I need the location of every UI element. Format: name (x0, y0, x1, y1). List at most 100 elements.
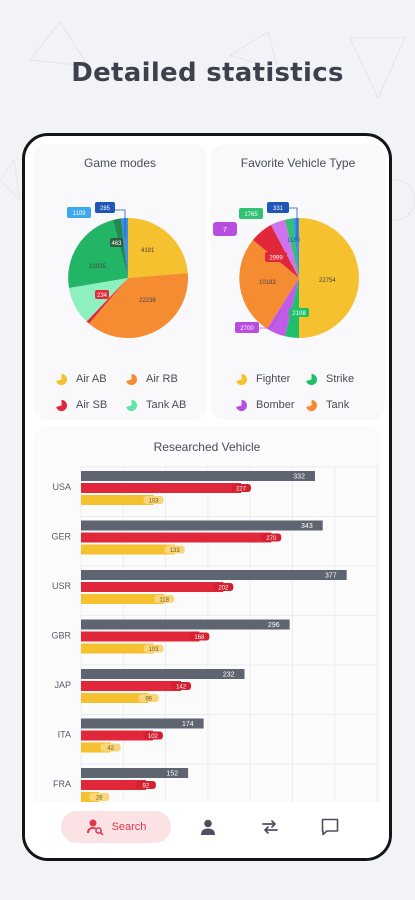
bar-value-badge (230, 484, 251, 492)
vehicle-type-pie-chart: 22754 10183 2999 1765 1180 331 2108 2700… (213, 202, 359, 338)
slice-label-heavy: 1180 (287, 238, 301, 244)
slice-label-2: 22238 (139, 298, 156, 304)
vehicle-type-title: Favorite Vehicle Type (240, 156, 356, 170)
pie-slice-fighter (299, 218, 359, 338)
category-label: GBR (51, 631, 71, 641)
bar-value-badge (100, 743, 121, 752)
bar (81, 718, 204, 729)
pie-slice-spaa (253, 224, 299, 278)
bar-value-label: 92 (142, 784, 149, 790)
bar-value-label: 42 (107, 746, 114, 752)
bar (81, 631, 200, 642)
category-label: USA (52, 482, 71, 492)
user-search-icon (86, 819, 103, 836)
bar-value-label: 102 (148, 734, 159, 740)
legend-label: Air AB (76, 373, 107, 385)
swap-arrows-icon (262, 820, 278, 834)
legend-item-strike: Strike (305, 372, 375, 386)
bar-value-label: 377 (325, 573, 337, 580)
category-label: ITA (58, 730, 71, 740)
bar-value-label: 227 (236, 487, 247, 493)
slice-label-naval: 1765 (244, 212, 258, 218)
bar-value-label: 270 (266, 536, 277, 542)
pie-legend-icon (56, 373, 68, 385)
bar (81, 483, 241, 493)
bar-value-badge (142, 731, 163, 740)
pie-slice-bomber (267, 278, 299, 337)
slice-label-6: 285 (100, 206, 111, 212)
bar (81, 730, 153, 741)
legend-label: Air RB (146, 373, 178, 385)
legend-label: Air SB (76, 399, 108, 411)
researched-vehicle-card: Researched Vehicle USA 332 227 103 GER 343 270… (33, 426, 381, 846)
legend-label: Bomber (256, 399, 295, 411)
bar-value-badge (143, 644, 164, 653)
category-label: GER (51, 532, 71, 542)
vehicle-type-card: Favorite Vehicle Type 22754 10183 2999 1… (211, 144, 385, 420)
slice-label-1: 4181 (141, 248, 155, 254)
slice-label-3: 234 (97, 293, 108, 299)
vehicle-type-legend: Fighter Strike Bomber Tank (235, 372, 375, 412)
bar (81, 544, 175, 555)
pie-legend-icon (126, 373, 138, 385)
chat-icon (321, 818, 339, 836)
pie-slice-tank-ab (69, 278, 128, 322)
slice-label-fighter: 22754 (319, 278, 336, 284)
legend-item-air-ab: Air AB (55, 372, 125, 386)
bar (81, 471, 315, 481)
phone-frame: Game modes 4181 22238 10935 234 463 285 … (22, 133, 392, 861)
slice-label-4: 10935 (89, 264, 106, 270)
bar (81, 582, 224, 592)
bar-value-badge (89, 793, 110, 801)
category-label: FRA (53, 779, 71, 789)
pie-slice-tank-sb (113, 218, 128, 278)
bar (81, 594, 165, 604)
pie-slice-tank (239, 240, 299, 329)
bar-value-label: 168 (194, 635, 205, 641)
nav-profile-button[interactable] (197, 816, 219, 838)
bar (81, 693, 149, 703)
researched-vehicle-bar-chart: USA 332 227 103 GER 343 270 133 USR 377 202 118 GBR 2… (51, 466, 378, 846)
bar-value-label: 103 (149, 647, 160, 653)
pie-legend-icon (236, 373, 248, 385)
legend-item-tank-ab: Tank AB (125, 398, 195, 412)
slice-label-tank: 10183 (259, 280, 276, 286)
page-headline: Detailed statistics (71, 58, 344, 88)
bar (81, 643, 154, 654)
bar-value-label: 96 (145, 697, 152, 703)
bar (81, 669, 245, 679)
bar-value-label: 142 (176, 685, 187, 691)
bottom-navigation: Search (25, 802, 389, 858)
bar-value-label: 296 (268, 622, 280, 629)
bar-value-label: 118 (159, 598, 169, 604)
pie-legend-icon (56, 399, 68, 411)
pie-slice-air-rb (89, 273, 189, 339)
legend-label: Tank AB (146, 399, 187, 411)
game-modes-pie-chart: 4181 22238 10935 234 463 285 1109 (67, 202, 189, 339)
pie-slice-naval (121, 217, 128, 278)
legend-item-bomber: Bomber (235, 398, 305, 412)
bar-value-badge (154, 595, 175, 603)
nav-compare-button[interactable] (259, 816, 281, 838)
category-label: USR (52, 581, 72, 591)
person-icon (201, 819, 215, 835)
bar-value-badge (171, 682, 192, 690)
pie-slice-air-sb (86, 278, 128, 324)
slice-label-strike: 2108 (292, 311, 306, 317)
bar-value-badge (261, 533, 282, 542)
pie-slice-naval (285, 218, 299, 278)
pie-legend-icon (126, 399, 138, 411)
slice-label-5: 463 (111, 241, 122, 247)
bar-value-label: 103 (149, 499, 160, 505)
bar-value-badge (138, 694, 159, 702)
pie-legend-icon (306, 399, 318, 411)
slice-label-spaa: 2999 (269, 256, 283, 262)
nav-chat-button[interactable] (319, 816, 341, 838)
category-label: JAP (54, 680, 71, 690)
bar-value-label: 174 (182, 721, 194, 728)
legend-item-air-sb: Air SB (55, 398, 125, 412)
nav-search-label: Search (111, 821, 147, 833)
nav-search-button[interactable]: Search (61, 811, 171, 843)
slice-label-other: 331 (273, 206, 284, 212)
game-modes-legend: Air AB Air RB Air SB Tank AB (55, 372, 195, 412)
